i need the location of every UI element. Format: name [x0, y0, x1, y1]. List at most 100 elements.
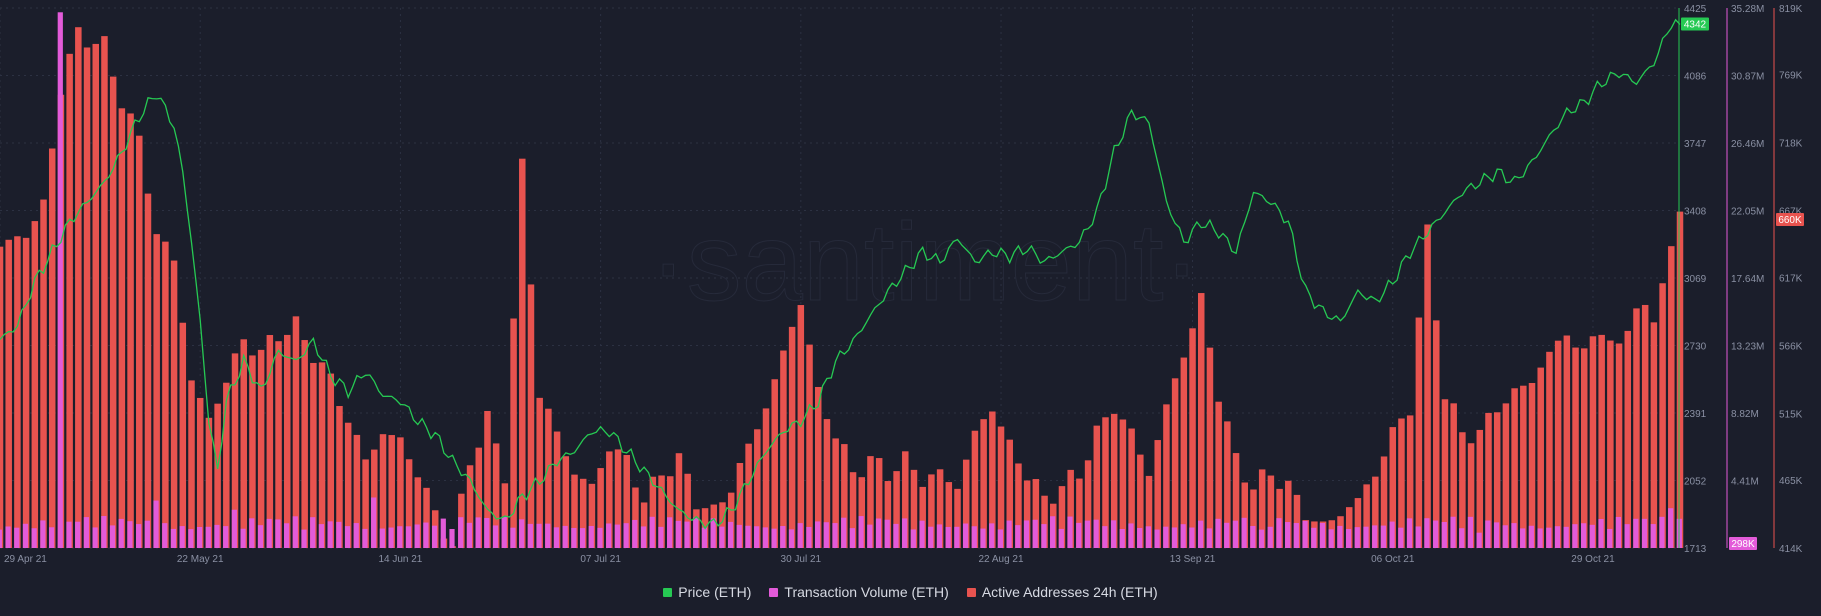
active-addresses-bar	[92, 43, 99, 548]
active-addresses-bar	[284, 334, 291, 548]
active-addresses-axis-tick-label: 414K	[1779, 544, 1803, 555]
transaction-volume-bar	[1050, 516, 1056, 548]
active-addresses-bar	[962, 459, 970, 548]
transaction-volume-bar	[1650, 524, 1656, 548]
transaction-volume-bar	[928, 526, 934, 548]
active-addresses-bar	[327, 373, 335, 548]
transaction-volume-bar	[1406, 518, 1413, 548]
transaction-volume-bar	[1241, 517, 1247, 548]
active-addresses-bar	[1171, 378, 1179, 548]
transaction-volume-bar	[1441, 521, 1447, 548]
price-axis-tick-label: 1713	[1684, 544, 1707, 555]
legend-item[interactable]: Active Addresses 24h (ETH)	[966, 584, 1158, 600]
legend: Price (ETH) Transaction Volume (ETH) Activ…	[0, 580, 1821, 604]
active-addresses-bar	[1180, 357, 1188, 548]
active-addresses-bar	[83, 47, 91, 549]
x-axis-tick-label: 14 Jun 21	[378, 554, 422, 565]
transaction-volume-bar	[1354, 527, 1360, 548]
transaction-volume-bar	[48, 527, 55, 548]
price-axis-tick-label: 3408	[1684, 207, 1707, 218]
active-addresses-bar	[727, 492, 735, 548]
transaction-volume-bar	[1137, 527, 1143, 548]
transaction-volume-bar	[205, 526, 211, 548]
x-axis-tick-label: 29 Apr 21	[4, 554, 47, 565]
x-axis-tick-label: 13 Sep 21	[1170, 554, 1216, 565]
active-addresses-bar	[675, 453, 683, 548]
transaction-volume-bar	[823, 522, 829, 548]
active-addresses-axis-tick-label: 465K	[1779, 476, 1803, 487]
active-addresses-bar	[1668, 246, 1675, 549]
x-axis-tick-label: 06 Oct 21	[1371, 554, 1415, 565]
active-addresses-bar	[240, 339, 247, 548]
active-addresses-bar	[1015, 463, 1022, 548]
transaction-volume-bar	[797, 523, 803, 548]
transaction-volume-bar	[788, 529, 795, 548]
legend-item[interactable]: Price (ETH)	[663, 584, 751, 600]
transaction-volume-bar	[519, 519, 525, 548]
active-addresses-bar	[1128, 428, 1135, 548]
transaction-volume-bar	[466, 522, 473, 548]
active-addresses-bar	[1197, 293, 1205, 548]
active-addresses-bar	[196, 397, 204, 548]
transaction-volume-bar	[344, 526, 351, 548]
last-value-badges: 4342 298K 660K	[1681, 17, 1804, 550]
transaction-volume-bar	[1668, 508, 1674, 548]
active-addresses-bar	[1398, 418, 1405, 548]
active-addresses-bar	[1293, 494, 1301, 548]
transaction-volume-bar	[1197, 520, 1204, 548]
active-addresses-bar	[545, 408, 552, 548]
transaction-volume-bar	[771, 528, 777, 548]
transaction-volume-bar	[1607, 528, 1613, 548]
transaction-volume-bar	[867, 524, 873, 548]
legend-swatch	[663, 587, 673, 597]
active-addresses-axis-tick-label: 566K	[1779, 341, 1803, 352]
active-addresses-bar	[527, 284, 535, 548]
active-addresses-bar	[1615, 343, 1623, 548]
legend-item[interactable]: Transaction Volume (ETH)	[769, 584, 949, 600]
active-addresses-bar	[101, 36, 108, 548]
y-axis-ticks: 4425 4086 3747 3408 3069 2730 2391 2052 1713 35.2…	[1684, 4, 1803, 555]
transaction-volume-bar	[1102, 526, 1108, 548]
transaction-volume-bar	[1015, 525, 1021, 548]
price-line[interactable]	[0, 18, 1681, 530]
transaction-volume-bar	[989, 523, 995, 548]
transaction-volume-bar	[954, 526, 960, 548]
active-addresses-bar	[22, 237, 30, 548]
transaction-volume-bar	[458, 517, 464, 548]
active-addresses-bar	[344, 422, 352, 548]
active-addresses-bar	[1084, 460, 1092, 548]
active-addresses-bar	[1467, 443, 1475, 548]
active-addresses-bar	[336, 406, 343, 548]
transaction-volume-bar	[632, 519, 638, 548]
price-axis-tick-label: 4086	[1684, 72, 1707, 83]
active-addresses-bar	[832, 438, 839, 548]
volume-axis-tick-label: 4.41M	[1731, 477, 1759, 488]
active-addresses-bar	[0, 246, 4, 548]
transaction-volume-bar	[144, 520, 150, 548]
transaction-volume-bar	[1398, 527, 1404, 548]
transaction-volume-bar	[83, 517, 89, 548]
active-addresses-bar	[162, 241, 169, 548]
active-addresses-bar	[1023, 480, 1031, 548]
transaction-volume-bar	[397, 526, 403, 548]
active-addresses-bar	[754, 429, 761, 548]
active-addresses-bar	[75, 27, 82, 549]
transaction-volume-bar	[5, 526, 11, 548]
price-axis-tick-label: 2391	[1684, 409, 1707, 420]
active-addresses-bar	[466, 465, 474, 548]
transaction-volume-bar	[1058, 528, 1064, 548]
active-addresses-bar	[640, 502, 648, 548]
price-axis-tick-label: 2052	[1684, 477, 1707, 488]
transaction-volume-bar	[231, 509, 237, 548]
transaction-volume-bar	[727, 521, 734, 548]
active-addresses-bar	[928, 474, 935, 548]
transaction-volume-bar	[188, 529, 194, 548]
transaction-volume-bar	[1006, 520, 1012, 548]
active-addresses-bar	[423, 487, 430, 548]
transaction-volume-bar	[571, 527, 577, 548]
transaction-volume-bar	[1267, 526, 1273, 548]
transaction-volume-bar	[980, 528, 986, 548]
active-addresses-bar	[1572, 347, 1579, 548]
active-addresses-bar	[1589, 336, 1597, 548]
